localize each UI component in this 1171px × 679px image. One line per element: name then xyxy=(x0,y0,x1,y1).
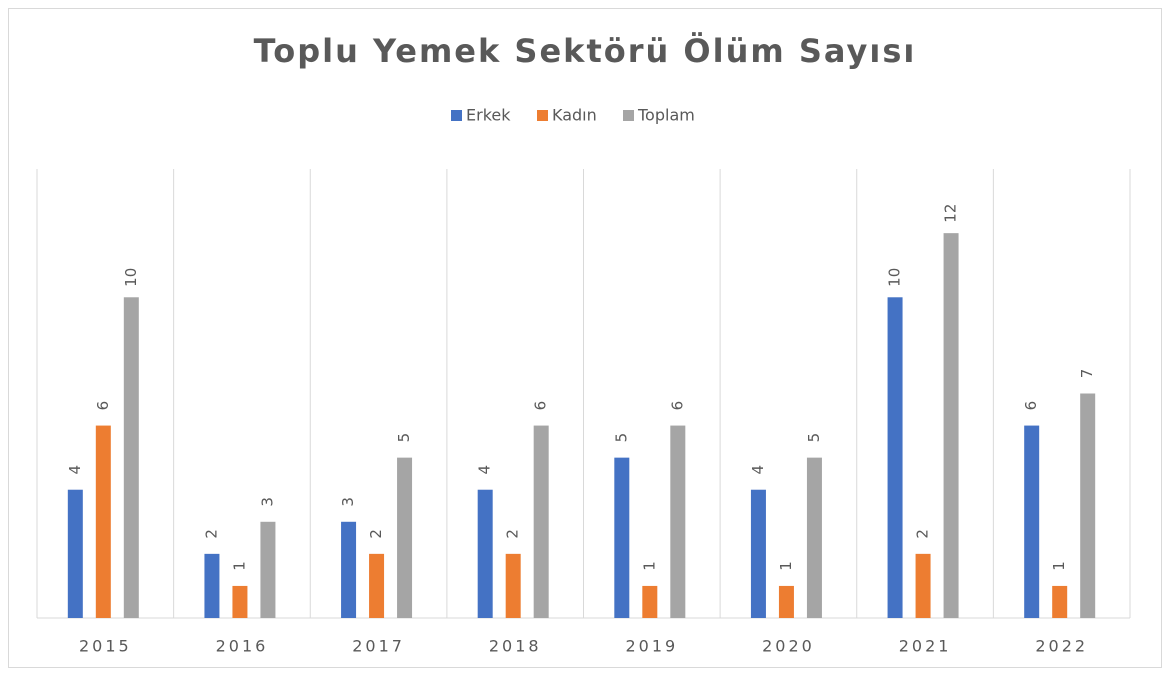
data-label: 10 xyxy=(122,268,140,287)
data-label: 2 xyxy=(914,529,932,539)
bar xyxy=(887,297,903,618)
legend-swatch xyxy=(537,110,548,121)
bar xyxy=(1024,425,1040,618)
x-tick-label: 2020 xyxy=(762,637,815,656)
bar xyxy=(204,553,220,618)
data-label: 6 xyxy=(532,401,550,411)
legend-label: Erkek xyxy=(466,106,511,125)
bar xyxy=(123,297,139,618)
chart-frame xyxy=(8,8,1162,668)
bar xyxy=(397,457,413,618)
bar xyxy=(477,489,493,618)
bar xyxy=(341,521,357,618)
data-label: 1 xyxy=(777,561,795,571)
bar xyxy=(1080,393,1096,618)
data-label: 5 xyxy=(805,433,823,443)
data-label: 2 xyxy=(202,529,220,539)
data-label: 3 xyxy=(258,497,276,507)
legend-label: Toplam xyxy=(637,106,695,125)
bar xyxy=(670,425,686,618)
data-label: 5 xyxy=(395,433,413,443)
data-label: 2 xyxy=(367,529,385,539)
legend: Erkek Kadın Toplam xyxy=(451,106,695,125)
x-tick-label: 2017 xyxy=(352,637,405,656)
legend-label: Kadın xyxy=(552,106,597,125)
bar xyxy=(1052,585,1068,618)
data-label: 4 xyxy=(66,465,84,475)
data-label: 6 xyxy=(668,401,686,411)
bar xyxy=(642,585,658,618)
bar xyxy=(232,585,248,618)
x-tick-label: 2022 xyxy=(1035,637,1088,656)
data-label: 7 xyxy=(1078,369,1096,379)
data-label: 3 xyxy=(339,497,357,507)
data-label: 5 xyxy=(612,433,630,443)
bar xyxy=(67,489,83,618)
bar xyxy=(943,233,959,618)
data-label: 12 xyxy=(942,204,960,223)
data-label: 1 xyxy=(640,561,658,571)
data-label: 1 xyxy=(1050,561,1068,571)
data-label: 2 xyxy=(504,529,522,539)
data-label: 1 xyxy=(230,561,248,571)
bar xyxy=(778,585,794,618)
x-tick-label: 2018 xyxy=(489,637,542,656)
data-label: 4 xyxy=(749,465,767,475)
bar xyxy=(369,553,385,618)
chart-title: Toplu Yemek Sektörü Ölüm Sayısı xyxy=(254,32,917,70)
bar xyxy=(750,489,766,618)
bar xyxy=(260,521,276,618)
bar xyxy=(806,457,822,618)
data-label: 6 xyxy=(1022,401,1040,411)
x-tick-label: 2019 xyxy=(625,637,678,656)
legend-swatch xyxy=(623,110,634,121)
data-label: 4 xyxy=(476,465,494,475)
bar xyxy=(533,425,549,618)
bar xyxy=(505,553,521,618)
bar xyxy=(95,425,111,618)
x-tick-label: 2015 xyxy=(79,637,132,656)
x-tick-label: 2016 xyxy=(216,637,269,656)
bar xyxy=(614,457,630,618)
x-tick-label: 2021 xyxy=(899,637,952,656)
legend-swatch xyxy=(451,110,462,121)
bar xyxy=(915,553,931,618)
data-label: 6 xyxy=(94,401,112,411)
data-label: 10 xyxy=(886,268,904,287)
